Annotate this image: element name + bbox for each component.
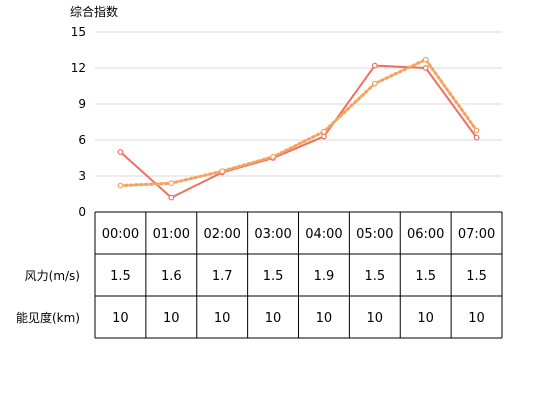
- series-2-point: [422, 56, 429, 63]
- table-cell: 10: [417, 311, 434, 326]
- y-tick-label: 3: [78, 169, 86, 183]
- table-row-label: 能见度(km): [16, 310, 80, 325]
- y-tick-label: 15: [71, 25, 86, 39]
- series-1-point: [117, 149, 124, 155]
- series-1-point: [321, 133, 327, 140]
- table-cell: 1.5: [415, 269, 436, 284]
- series-1-point: [168, 194, 175, 201]
- y-tick-label: 9: [78, 97, 86, 111]
- x-tick-label: 02:00: [203, 227, 240, 242]
- y-tick-label: 12: [71, 61, 86, 75]
- table-cell: 1.9: [314, 269, 335, 284]
- table-cell: 10: [316, 311, 333, 326]
- series-1-point: [422, 65, 429, 71]
- y-tick-label: 6: [78, 133, 86, 147]
- table-cell: 1.5: [110, 269, 131, 284]
- series-2-point: [219, 168, 226, 175]
- table-cell: 10: [112, 311, 129, 326]
- series-2-point: [117, 182, 124, 189]
- series-1-point: [371, 62, 378, 69]
- data-table: 00:00 01:00 02:00 03:00 04:00 05:00 06:00 07:00…: [16, 211, 503, 339]
- x-tick-label: 06:00: [407, 227, 444, 242]
- table-cell: 1.5: [466, 269, 487, 284]
- series-lines: [117, 56, 480, 201]
- y-axis-ticks: 0 3 6 9 12 15: [71, 25, 86, 219]
- series-2-point: [168, 180, 175, 187]
- table-cell: 10: [265, 311, 282, 326]
- table-cell: 10: [163, 311, 180, 326]
- x-tick-label: 04:00: [305, 227, 342, 242]
- series-line-2: [118, 57, 479, 188]
- series-2-point: [473, 127, 480, 134]
- table-row-label: 风力(m/s): [25, 269, 80, 283]
- table-cell: 10: [214, 311, 231, 326]
- x-tick-label: 05:00: [356, 227, 393, 242]
- table-cell: 1.5: [263, 269, 284, 284]
- series-1-point: [473, 134, 480, 141]
- table-cell: 1.6: [161, 269, 182, 284]
- series-2-point: [321, 128, 327, 135]
- series-2-point: [270, 153, 276, 160]
- x-tick-label: 07:00: [458, 227, 495, 242]
- table-cell: 10: [367, 311, 384, 326]
- x-tick-label: 03:00: [254, 227, 291, 242]
- y-tick-label: 0: [78, 205, 86, 219]
- table-cell: 1.7: [212, 269, 233, 284]
- table-cell: 10: [468, 311, 485, 326]
- y-axis-label: 综合指数: [70, 4, 118, 19]
- series-line-1: [119, 64, 478, 199]
- series-2-point: [371, 80, 378, 87]
- x-tick-label: 00:00: [102, 227, 139, 242]
- x-tick-label: 01:00: [153, 227, 190, 242]
- table-cell: 1.5: [364, 269, 385, 284]
